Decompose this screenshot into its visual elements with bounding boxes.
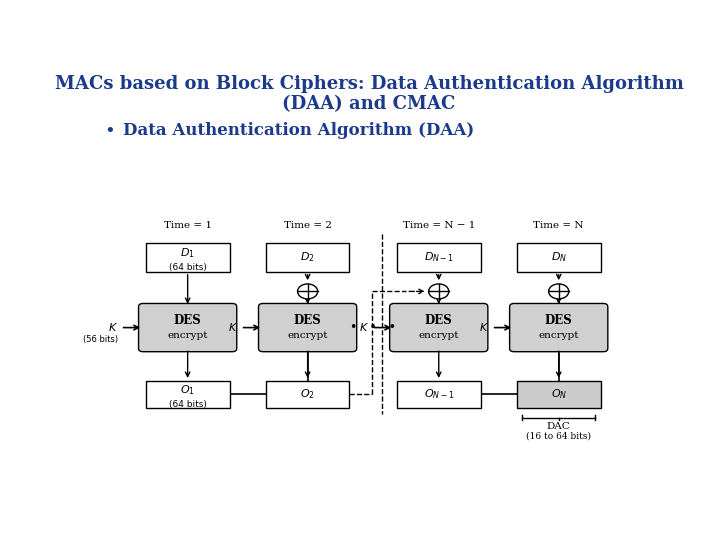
Text: $D_N$: $D_N$ <box>551 251 567 264</box>
Text: Time = N: Time = N <box>534 221 584 230</box>
Text: $K$: $K$ <box>359 321 369 333</box>
Text: $D_{N-1}$: $D_{N-1}$ <box>423 251 454 264</box>
Text: $O_N$: $O_N$ <box>551 387 567 401</box>
Bar <box>266 243 349 272</box>
FancyBboxPatch shape <box>258 303 356 352</box>
Text: $K$: $K$ <box>228 321 238 333</box>
Text: MACs based on Block Ciphers: Data Authentication Algorithm: MACs based on Block Ciphers: Data Authen… <box>55 75 683 93</box>
Text: (64 bits): (64 bits) <box>168 263 207 272</box>
Text: DES: DES <box>294 314 322 327</box>
FancyBboxPatch shape <box>138 303 237 352</box>
Circle shape <box>428 284 449 299</box>
Text: $K$: $K$ <box>108 321 118 333</box>
Text: DES: DES <box>174 314 202 327</box>
Text: •   •   •: • • • <box>350 321 396 334</box>
Bar <box>517 243 600 272</box>
Text: DES: DES <box>425 314 453 327</box>
Text: (64 bits): (64 bits) <box>168 400 207 409</box>
FancyBboxPatch shape <box>390 303 488 352</box>
Text: $O_{N-1}$: $O_{N-1}$ <box>423 387 454 401</box>
Text: encrypt: encrypt <box>287 330 328 340</box>
Bar <box>145 381 230 408</box>
Text: $K$: $K$ <box>479 321 489 333</box>
Text: $D_2$: $D_2$ <box>300 251 315 264</box>
Text: DES: DES <box>545 314 572 327</box>
Text: (56 bits): (56 bits) <box>83 335 118 344</box>
Text: Time = 2: Time = 2 <box>284 221 332 230</box>
Text: Time = 1: Time = 1 <box>163 221 212 230</box>
Text: •: • <box>104 122 114 140</box>
Text: encrypt: encrypt <box>167 330 208 340</box>
Text: $D_1$: $D_1$ <box>180 246 195 260</box>
Circle shape <box>297 284 318 299</box>
Circle shape <box>549 284 569 299</box>
Text: encrypt: encrypt <box>418 330 459 340</box>
Bar <box>517 381 600 408</box>
Text: encrypt: encrypt <box>539 330 579 340</box>
Text: $O_2$: $O_2$ <box>300 387 315 401</box>
FancyBboxPatch shape <box>510 303 608 352</box>
Text: Time = N − 1: Time = N − 1 <box>402 221 475 230</box>
Text: $O_1$: $O_1$ <box>180 383 195 397</box>
Bar <box>397 243 481 272</box>
Text: (DAA) and CMAC: (DAA) and CMAC <box>282 94 456 113</box>
Text: (16 to 64 bits): (16 to 64 bits) <box>526 432 591 441</box>
Text: Data Authentication Algorithm (DAA): Data Authentication Algorithm (DAA) <box>124 122 474 139</box>
Bar <box>397 381 481 408</box>
Text: DAC: DAC <box>547 422 570 431</box>
Bar <box>145 243 230 272</box>
Bar <box>266 381 349 408</box>
